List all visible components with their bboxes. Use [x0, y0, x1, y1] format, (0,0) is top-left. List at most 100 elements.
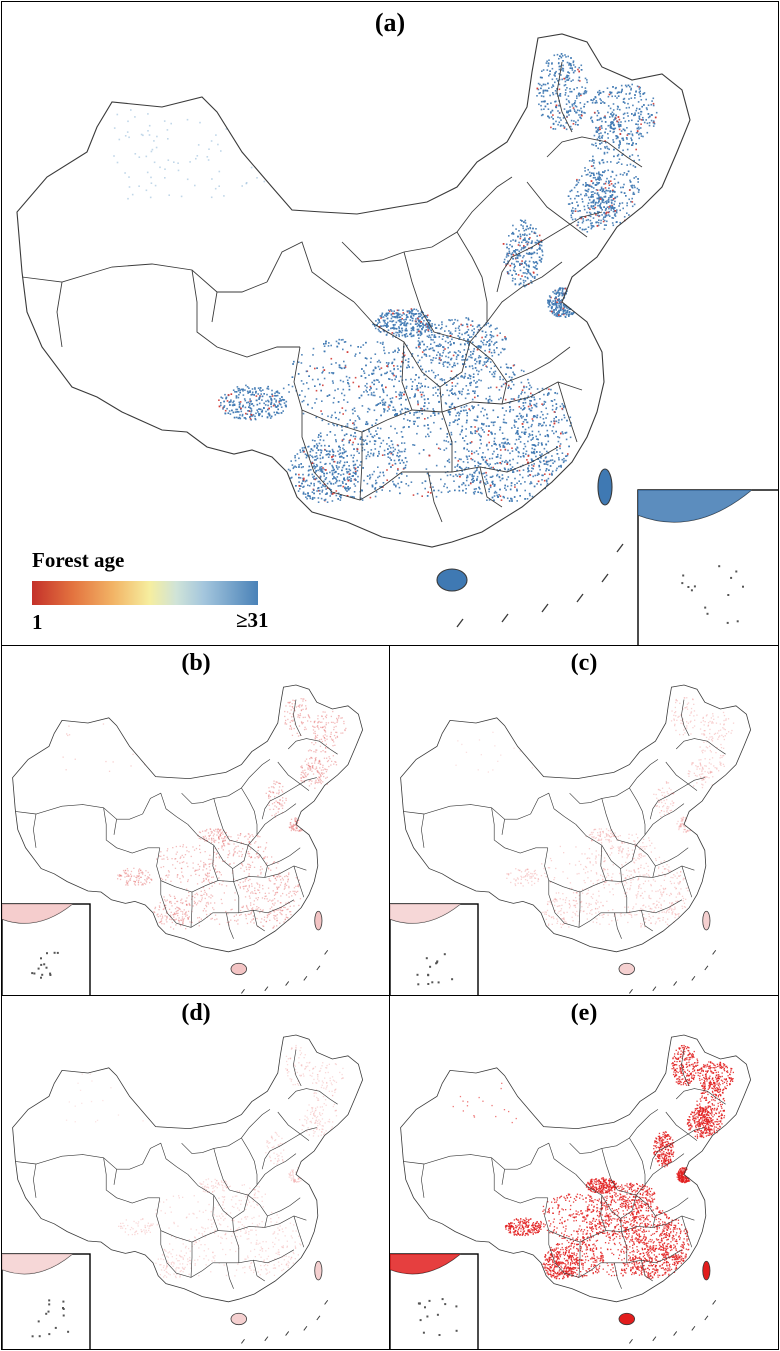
province-boundary: [261, 777, 317, 820]
province-boundary: [33, 1163, 37, 1198]
sea-boundary-dash: [264, 986, 269, 992]
south-china-sea-inset: [2, 1253, 91, 1349]
province-boundary: [641, 1260, 653, 1282]
province-boundary: [403, 251, 471, 343]
panel-a-map: [16, 33, 778, 645]
province-boundary: [160, 1230, 295, 1278]
forest-pixels: [65, 1044, 344, 1279]
province-boundary: [546, 136, 643, 168]
hainan-island: [436, 568, 468, 592]
panel-b-label: (b): [181, 650, 211, 676]
province-boundary: [575, 1153, 685, 1220]
province-boundary: [212, 845, 219, 881]
province-boundary: [253, 910, 265, 932]
province-boundary: [629, 787, 646, 835]
forest-pixels: [452, 1044, 734, 1280]
province-boundary: [293, 1215, 305, 1248]
sea-boundary-dash: [541, 603, 549, 613]
panel-d-map: [2, 1034, 364, 1349]
panel-b: (b): [1, 645, 391, 997]
province-boundary: [293, 1049, 302, 1087]
taiwan-island: [702, 910, 711, 931]
province-boundary: [649, 1127, 705, 1170]
province-boundary: [181, 1109, 271, 1154]
province-boundary: [501, 819, 505, 835]
taiwan-island: [314, 1260, 323, 1281]
sea-boundary-dash: [712, 1299, 717, 1305]
sea-boundary-dash: [456, 618, 464, 628]
province-boundary: [15, 804, 143, 820]
province-boundary: [629, 1137, 646, 1185]
province-boundary: [401, 341, 413, 411]
south-china-sea-inset: [637, 489, 778, 645]
province-boundary: [287, 738, 338, 755]
country-boundary: [400, 1034, 752, 1303]
province-boundary: [641, 910, 653, 932]
province-boundary: [241, 787, 258, 835]
province-boundary: [600, 845, 607, 881]
sea-boundary-dash: [285, 981, 290, 986]
province-boundary: [142, 1142, 188, 1175]
province-boundary: [665, 761, 698, 791]
province-boundary: [501, 1169, 505, 1185]
province-boundary: [575, 803, 685, 870]
province-boundary: [620, 1218, 628, 1263]
legend-max-label: ≥31: [236, 608, 269, 632]
province-boundary: [247, 1194, 268, 1228]
province-boundary: [267, 847, 301, 867]
province-boundary: [261, 1127, 317, 1170]
province-boundary: [225, 1262, 234, 1289]
province-boundary: [491, 807, 548, 854]
province-boundary: [456, 231, 488, 322]
sea-boundary-dash: [501, 613, 509, 623]
province-boundary: [557, 381, 578, 443]
province-boundary: [496, 211, 603, 293]
panel-a: (a) Forest age 1 ≥31: [1, 1, 779, 646]
province-boundary: [232, 1218, 240, 1263]
province-boundary: [190, 1242, 193, 1278]
panel-d-label: (d): [181, 1000, 211, 1026]
taiwan-island: [597, 468, 613, 506]
province-boundary: [681, 865, 693, 898]
panel-c: (c): [389, 645, 779, 997]
province-boundary: [56, 281, 63, 348]
province-boundary: [232, 868, 240, 913]
province-boundary: [469, 341, 508, 405]
province-boundary: [211, 291, 218, 323]
province-boundary: [359, 432, 363, 501]
hainan-island: [230, 962, 248, 976]
province-boundary: [241, 1137, 258, 1185]
province-boundary: [213, 798, 249, 846]
province-boundary: [601, 1148, 637, 1196]
province-boundary: [113, 819, 117, 835]
province-boundary: [530, 792, 576, 825]
province-boundary: [293, 865, 305, 898]
province-boundary: [601, 798, 637, 846]
province-boundary: [578, 892, 581, 928]
province-boundary: [253, 1260, 265, 1282]
sea-boundary-dash: [673, 981, 678, 986]
panel-c-map: [390, 684, 752, 996]
province-boundary: [301, 410, 559, 501]
province-boundary: [675, 1088, 726, 1105]
province-boundary: [181, 759, 271, 804]
sea-boundary-dash: [316, 965, 321, 971]
province-boundary: [293, 699, 302, 737]
province-boundary: [506, 346, 571, 383]
province-boundary: [479, 466, 503, 508]
sea-boundary-dash: [691, 1325, 696, 1331]
taiwan-island: [314, 910, 323, 931]
province-boundary: [247, 844, 268, 878]
province-boundary: [620, 868, 628, 913]
province-boundary: [578, 1242, 581, 1278]
south-china-sea-inset: [390, 1253, 479, 1349]
taiwan-island: [702, 1260, 711, 1281]
province-boundary: [556, 61, 573, 133]
province-boundary: [191, 269, 300, 358]
hainan-island: [618, 962, 636, 976]
sea-boundary-dash: [629, 1338, 633, 1344]
province-boundary: [187, 1153, 297, 1220]
province-boundary: [287, 1088, 338, 1105]
sea-boundary-dash: [316, 1315, 321, 1321]
legend-color-bar: [32, 581, 258, 605]
